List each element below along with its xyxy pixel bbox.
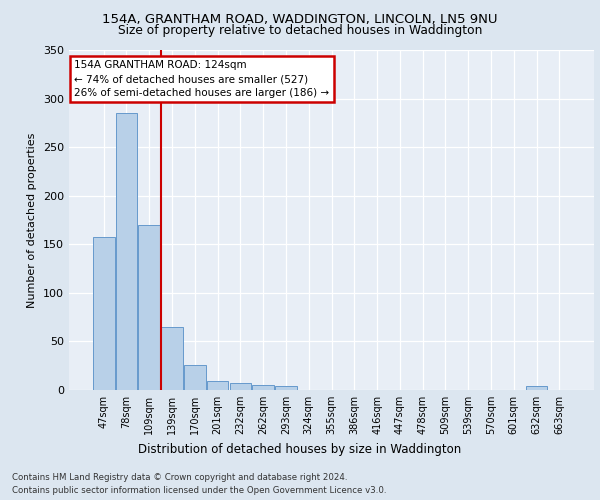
Bar [93, 238, 115, 390]
Text: Size of property relative to detached houses in Waddington: Size of property relative to detached ho… [118, 24, 482, 37]
Bar [184, 364, 206, 390]
Text: 154A GRANTHAM ROAD: 124sqm
← 74% of detached houses are smaller (527)
26% of sem: 154A GRANTHAM ROAD: 124sqm ← 74% of deta… [74, 60, 329, 98]
Y-axis label: Number of detached properties: Number of detached properties [28, 132, 37, 308]
Text: 154A, GRANTHAM ROAD, WADDINGTON, LINCOLN, LN5 9NU: 154A, GRANTHAM ROAD, WADDINGTON, LINCOLN… [102, 12, 498, 26]
Bar [139, 225, 160, 390]
Bar [253, 385, 274, 390]
Text: Distribution of detached houses by size in Waddington: Distribution of detached houses by size … [139, 442, 461, 456]
Text: Contains HM Land Registry data © Crown copyright and database right 2024.: Contains HM Land Registry data © Crown c… [12, 472, 347, 482]
Bar [161, 327, 183, 390]
Bar [275, 386, 297, 390]
Bar [207, 382, 229, 390]
Bar [526, 386, 547, 390]
Text: Contains public sector information licensed under the Open Government Licence v3: Contains public sector information licen… [12, 486, 386, 495]
Bar [230, 383, 251, 390]
Bar [116, 113, 137, 390]
